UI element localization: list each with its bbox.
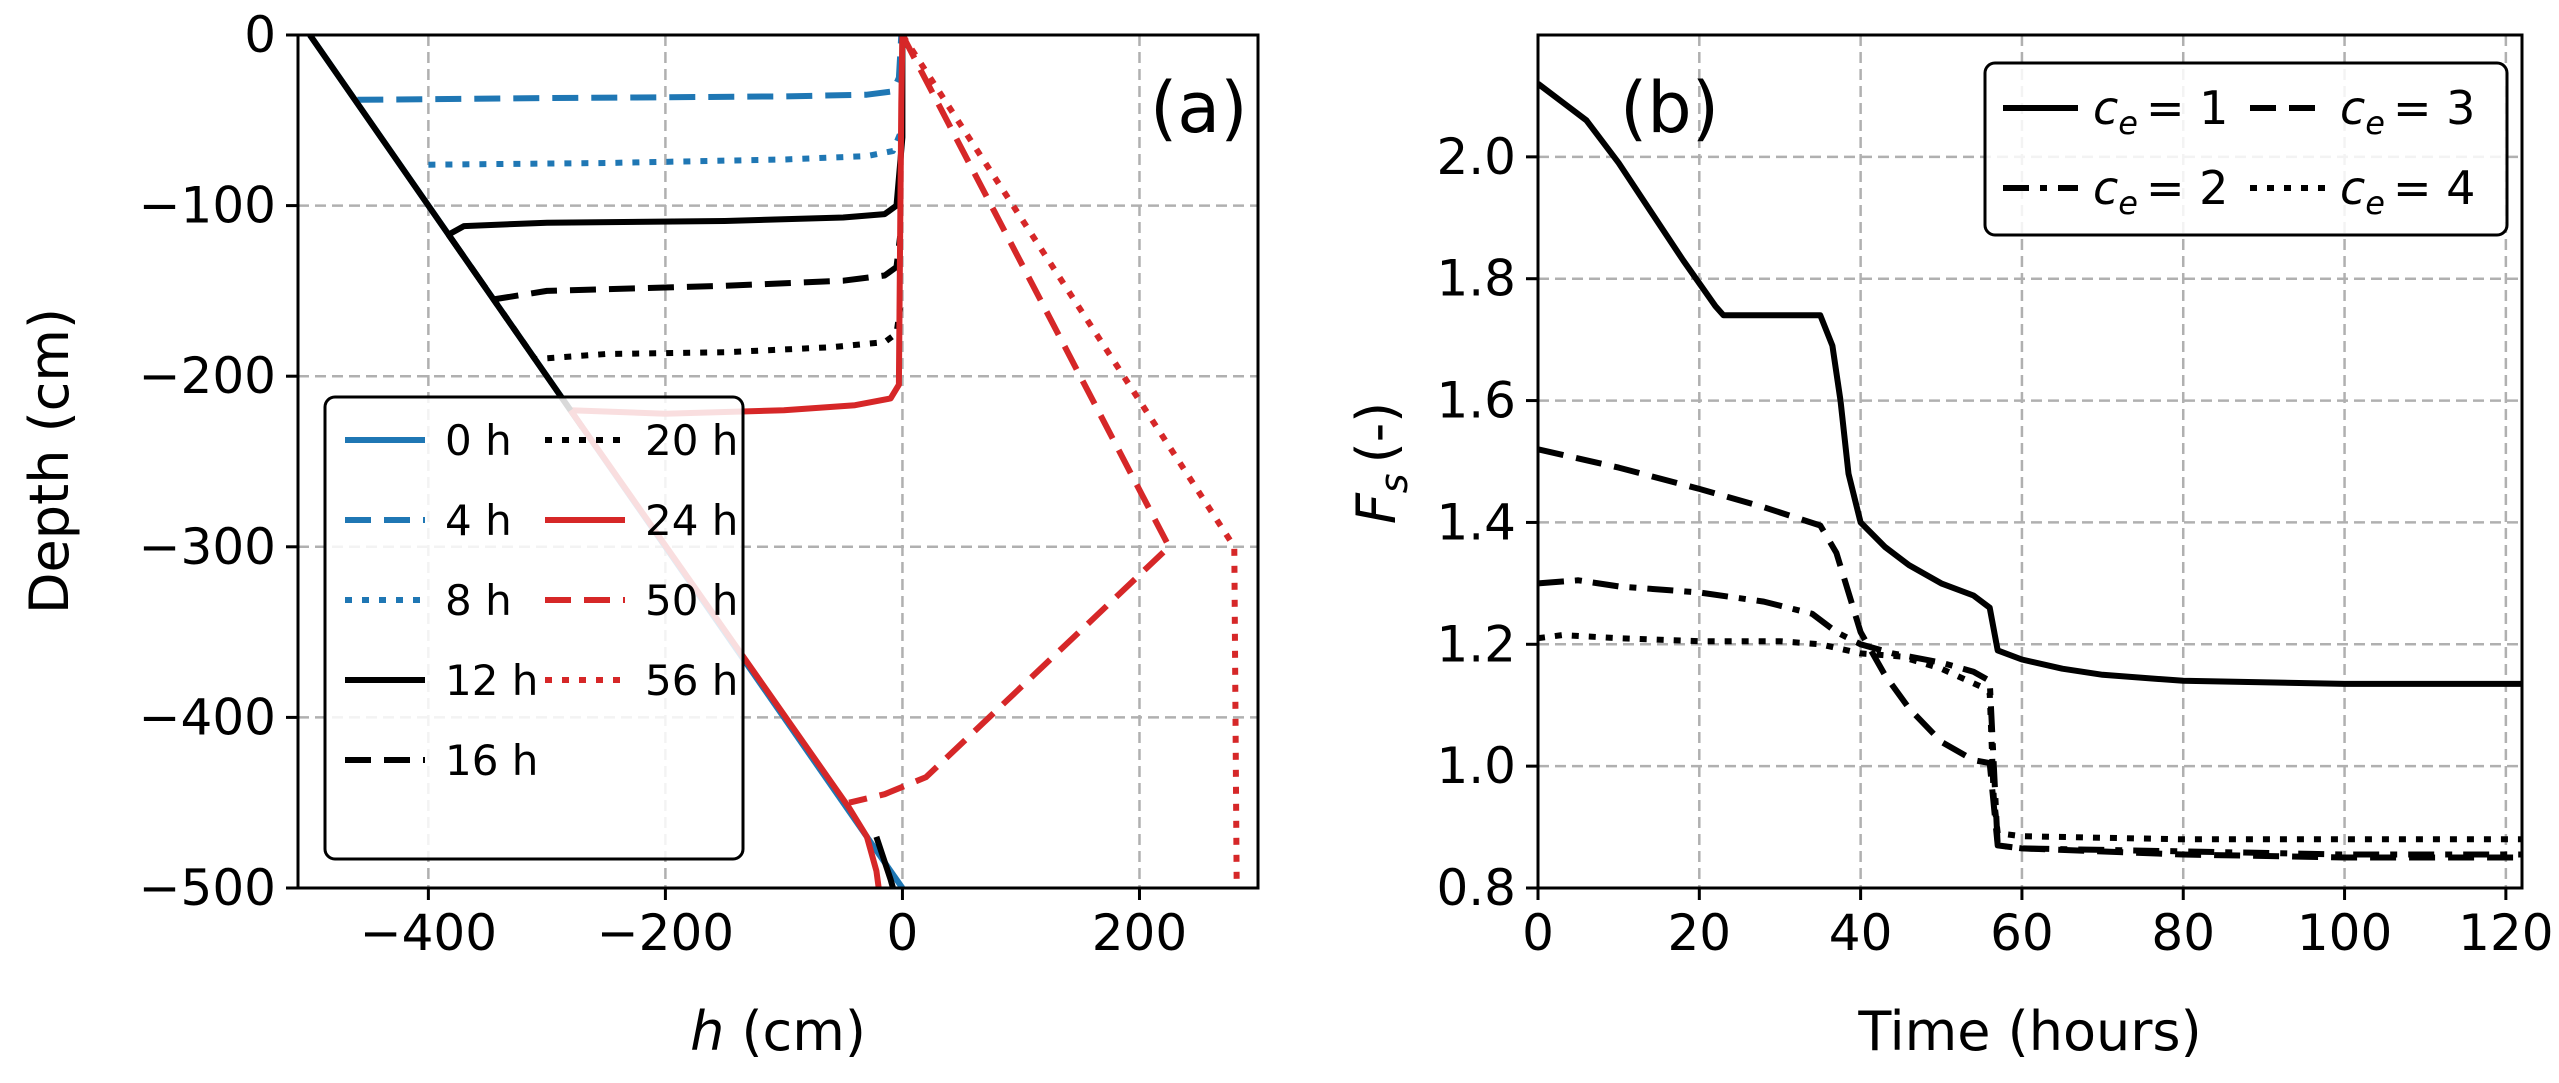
chart-a-ylabel: Depth (cm) xyxy=(18,308,81,614)
tick-label-y: 0 xyxy=(244,6,276,64)
series-line-ce1 xyxy=(1538,81,2522,687)
tick-label-y: 2.0 xyxy=(1436,128,1516,186)
chart-b-legend: ce = 1 ce = 3 ce = 2 ce = 4 xyxy=(1983,61,2509,237)
chart-b-series xyxy=(1538,81,2522,861)
series-line-50 h xyxy=(848,35,1173,806)
chart-b-ylabel: Fs (-) xyxy=(1345,402,1416,525)
tick-label-x: 80 xyxy=(2151,904,2215,962)
chart-b-frame xyxy=(1536,33,2524,890)
chart-a-ticks: −400 −200 0 200 0 −100 −200 −300 −400 −500 xyxy=(139,6,1188,962)
tick-label-y: −200 xyxy=(139,347,276,405)
tick-label-y: 1.0 xyxy=(1436,737,1516,795)
series-line-ce3 xyxy=(1538,446,2522,861)
tick-label-x: 40 xyxy=(1829,904,1893,962)
chart-b-ylabel-unit: (-) xyxy=(1345,402,1408,464)
tick-label-y: 1.2 xyxy=(1436,615,1516,673)
series-line-20 h xyxy=(491,297,904,363)
tick-label-x: 20 xyxy=(1667,904,1731,962)
tick-label-x: 0 xyxy=(887,904,919,962)
chart-b-xlabel: Time (hours) xyxy=(1857,1000,2201,1063)
tick-label-y: −100 xyxy=(139,177,276,235)
chart-a-legend: 0 h 4 h 8 h 12 h 16 h 20 h 24 h 50 h 56 h xyxy=(323,395,745,861)
tick-label-y: −300 xyxy=(139,518,276,576)
legend-a-label-24 h: 24 h xyxy=(645,496,738,545)
tick-label-y: 0.8 xyxy=(1436,859,1516,917)
series-line-ce4 xyxy=(1538,632,2522,843)
series-line-ce2 xyxy=(1538,577,2522,858)
legend-b-label-ce4: ce = 4 xyxy=(2340,161,2475,222)
legend-b-label-ce2: ce = 2 xyxy=(2093,161,2228,222)
chart-b-ticks: 0 20 40 60 80 100 120 0.8 1.0 1.2 1.4 1.6 1.8 2.0 xyxy=(1436,128,2553,962)
tick-label-y: 1.6 xyxy=(1436,372,1516,430)
legend-a-label-50 h: 50 h xyxy=(645,576,738,625)
legend-b-label-ce1: ce = 1 xyxy=(2093,81,2228,142)
legend-a-label-12 h: 12 h xyxy=(445,656,538,705)
series-line-4 h xyxy=(357,35,905,103)
legend-a-label-20 h: 20 h xyxy=(645,416,738,465)
legend-a-label-4 h: 4 h xyxy=(445,496,512,545)
tick-label-y: 1.4 xyxy=(1436,493,1516,551)
series-line-8 h xyxy=(428,132,903,168)
series-line-56 h xyxy=(899,35,1240,888)
tick-label-x: 0 xyxy=(1522,904,1554,962)
chart-a-panel-label: (a) xyxy=(1150,67,1248,149)
legend-a-label-16 h: 16 h xyxy=(445,736,538,785)
chart-a-xlabel-var: h xyxy=(690,1000,724,1063)
tick-label-x: −200 xyxy=(597,904,734,962)
tick-label-x: 60 xyxy=(1990,904,2054,962)
legend-a-box xyxy=(323,395,745,861)
tick-label-x: 120 xyxy=(2458,904,2553,962)
tick-label-y: −400 xyxy=(139,688,276,746)
chart-b-panel-label: (b) xyxy=(1620,67,1719,149)
series-line-lower-black xyxy=(446,232,585,430)
chart-a: −400 −200 0 200 0 −100 −200 −300 −400 −500 (a) De… xyxy=(18,6,1260,1063)
chart-b: 0 20 40 60 80 100 120 0.8 1.0 1.2 1.4 1.6 1.8 2.0 (b)… xyxy=(1345,33,2554,1063)
series-line-bottom-black xyxy=(873,835,896,888)
legend-a-label-8 h: 8 h xyxy=(445,576,512,625)
tick-label-y: 1.8 xyxy=(1436,250,1516,308)
chart-a-xlabel-unit: (cm) xyxy=(741,1000,865,1063)
tick-label-x: 100 xyxy=(2297,904,2392,962)
tick-label-x: 200 xyxy=(1092,904,1187,962)
legend-b-box xyxy=(1983,61,2509,237)
series-line-lower-red xyxy=(568,408,882,888)
chart-b-ylabel-sub: s xyxy=(1372,473,1416,493)
tick-label-x: −400 xyxy=(360,904,497,962)
legend-b-label-ce3: ce = 3 xyxy=(2340,81,2475,142)
legend-a-label-56 h: 56 h xyxy=(645,656,738,705)
legend-a-label-0 h: 0 h xyxy=(445,416,512,465)
chart-a-frame xyxy=(296,33,1260,890)
chart-b-ylabel-var: F xyxy=(1345,492,1408,524)
chart-a-xlabel: h (cm) xyxy=(690,1000,866,1063)
series-line-16 h xyxy=(446,232,904,303)
tick-label-y: −500 xyxy=(139,859,276,917)
